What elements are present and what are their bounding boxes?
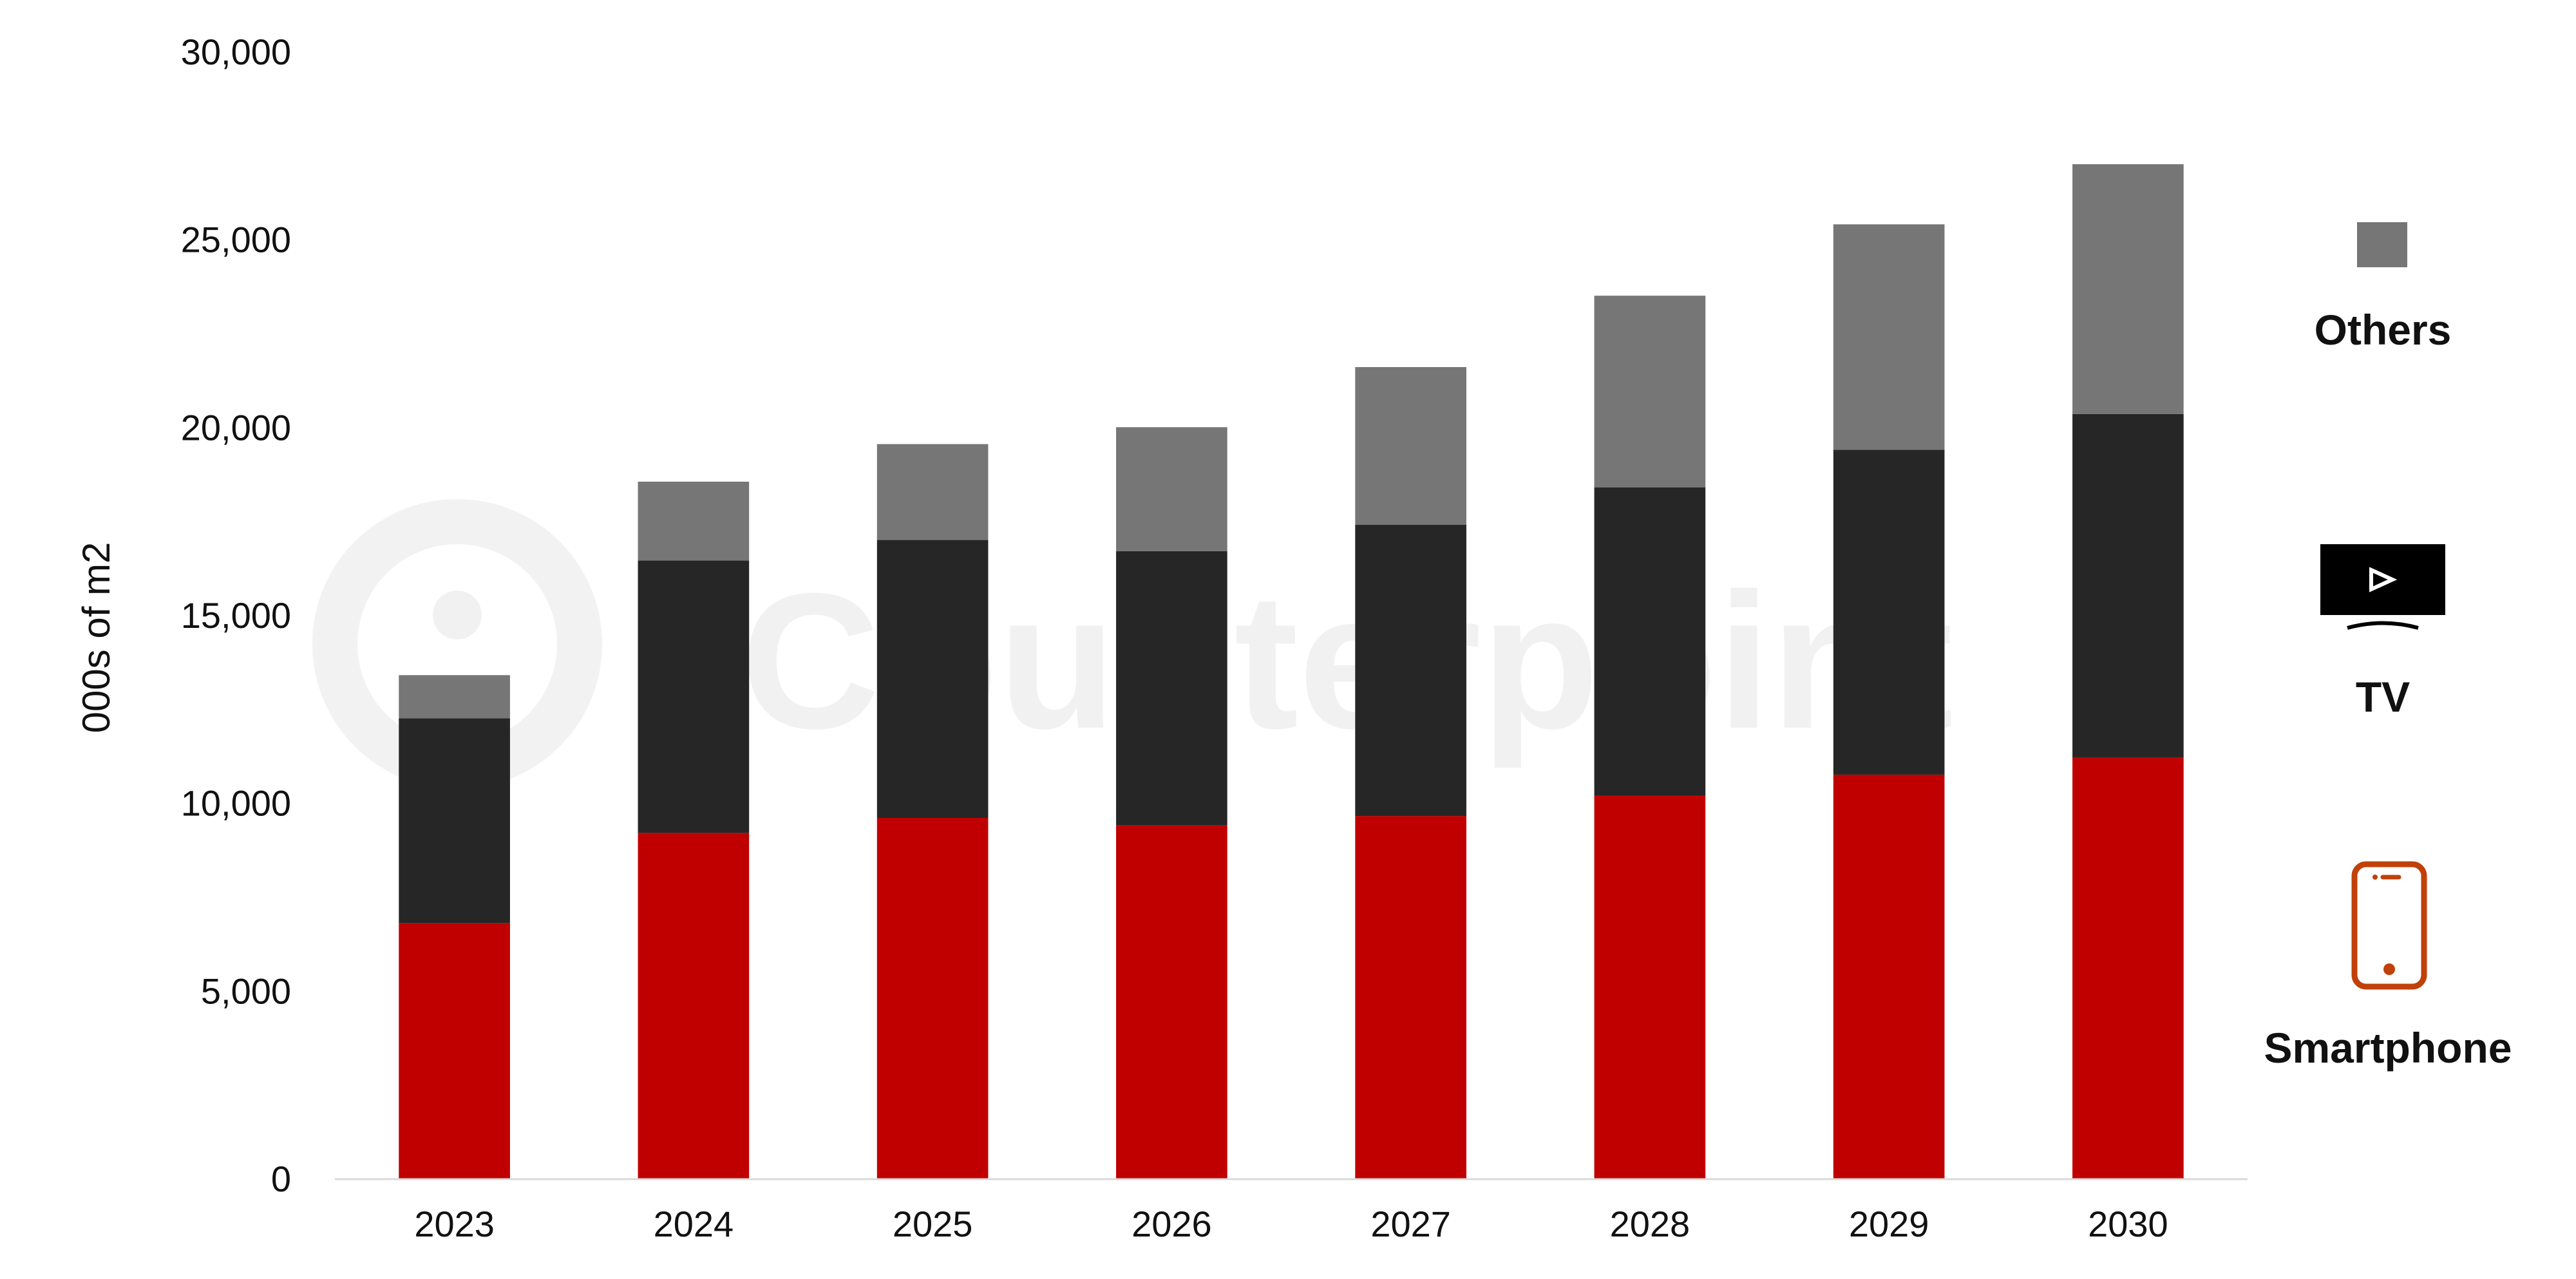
x-tick-label: 2027: [1370, 1204, 1451, 1244]
grey-square-swatch: [2357, 222, 2407, 267]
bar-others-2028: [1594, 296, 1706, 488]
x-tick-label: 2030: [2088, 1204, 2168, 1244]
x-tick-label: 2023: [414, 1204, 495, 1244]
bar-others-2030: [2072, 164, 2184, 414]
x-tick-label: 2028: [1610, 1204, 1690, 1244]
bar-tv-2029: [1833, 450, 1945, 775]
y-tick-label: 30,000: [181, 32, 291, 72]
x-tick-label: 2025: [893, 1204, 973, 1244]
legend-item-tv: TV: [2320, 544, 2445, 721]
bar-smartphone-2024: [638, 833, 750, 1179]
bar-smartphone-2030: [2072, 757, 2184, 1179]
x-tick-label: 2024: [654, 1204, 734, 1244]
x-tick-label: 2029: [1849, 1204, 1929, 1244]
tv-icon: [2320, 544, 2445, 630]
bar-tv-2025: [876, 540, 989, 818]
y-tick-label: 5,000: [201, 971, 291, 1011]
bar-others-2025: [876, 444, 989, 540]
bar-others-2026: [1116, 427, 1227, 551]
bar-smartphone-2029: [1833, 774, 1945, 1179]
y-axis-title: 000s of m2: [75, 542, 118, 734]
legend-label-tv: TV: [2356, 673, 2410, 721]
legend-item-smartphone: Smartphone: [2264, 861, 2512, 1072]
bar-tv-2030: [2072, 413, 2184, 758]
y-axis-ticks: 0 5,000 10,000 15,000 20,000 25,000 30,000: [181, 32, 291, 1199]
bar-others-2023: [399, 675, 510, 719]
bar-others-2027: [1355, 367, 1466, 525]
bar-smartphone-2027: [1355, 816, 1466, 1179]
y-tick-label: 25,000: [181, 220, 291, 260]
bar-others-2024: [638, 481, 750, 561]
y-tick-label: 10,000: [181, 783, 291, 824]
x-tick-label: 2026: [1132, 1204, 1212, 1244]
bar-smartphone-2028: [1594, 795, 1706, 1179]
bar-tv-2023: [399, 718, 510, 924]
bar-smartphone-2025: [876, 818, 989, 1179]
bar-smartphone-2023: [399, 923, 510, 1179]
x-axis-ticks: 2023 2024 2025 2026 2027 2028 2029 2030: [414, 1204, 2168, 1244]
legend: Others TV Smartphone: [2264, 222, 2512, 1072]
bar-tv-2027: [1355, 525, 1466, 817]
bar-tv-2024: [638, 560, 750, 833]
bar-tv-2026: [1116, 551, 1227, 826]
y-tick-label: 15,000: [181, 595, 291, 636]
bars: [399, 164, 2184, 1179]
y-tick-label: 0: [271, 1159, 291, 1199]
legend-label-others: Others: [2315, 306, 2452, 354]
legend-label-smartphone: Smartphone: [2264, 1024, 2512, 1072]
y-tick-label: 20,000: [181, 407, 291, 448]
smartphone-icon: [2351, 861, 2427, 990]
bar-smartphone-2026: [1116, 825, 1227, 1179]
bar-others-2029: [1833, 224, 1945, 450]
bar-tv-2028: [1594, 487, 1706, 795]
legend-item-others: Others: [2315, 222, 2452, 354]
